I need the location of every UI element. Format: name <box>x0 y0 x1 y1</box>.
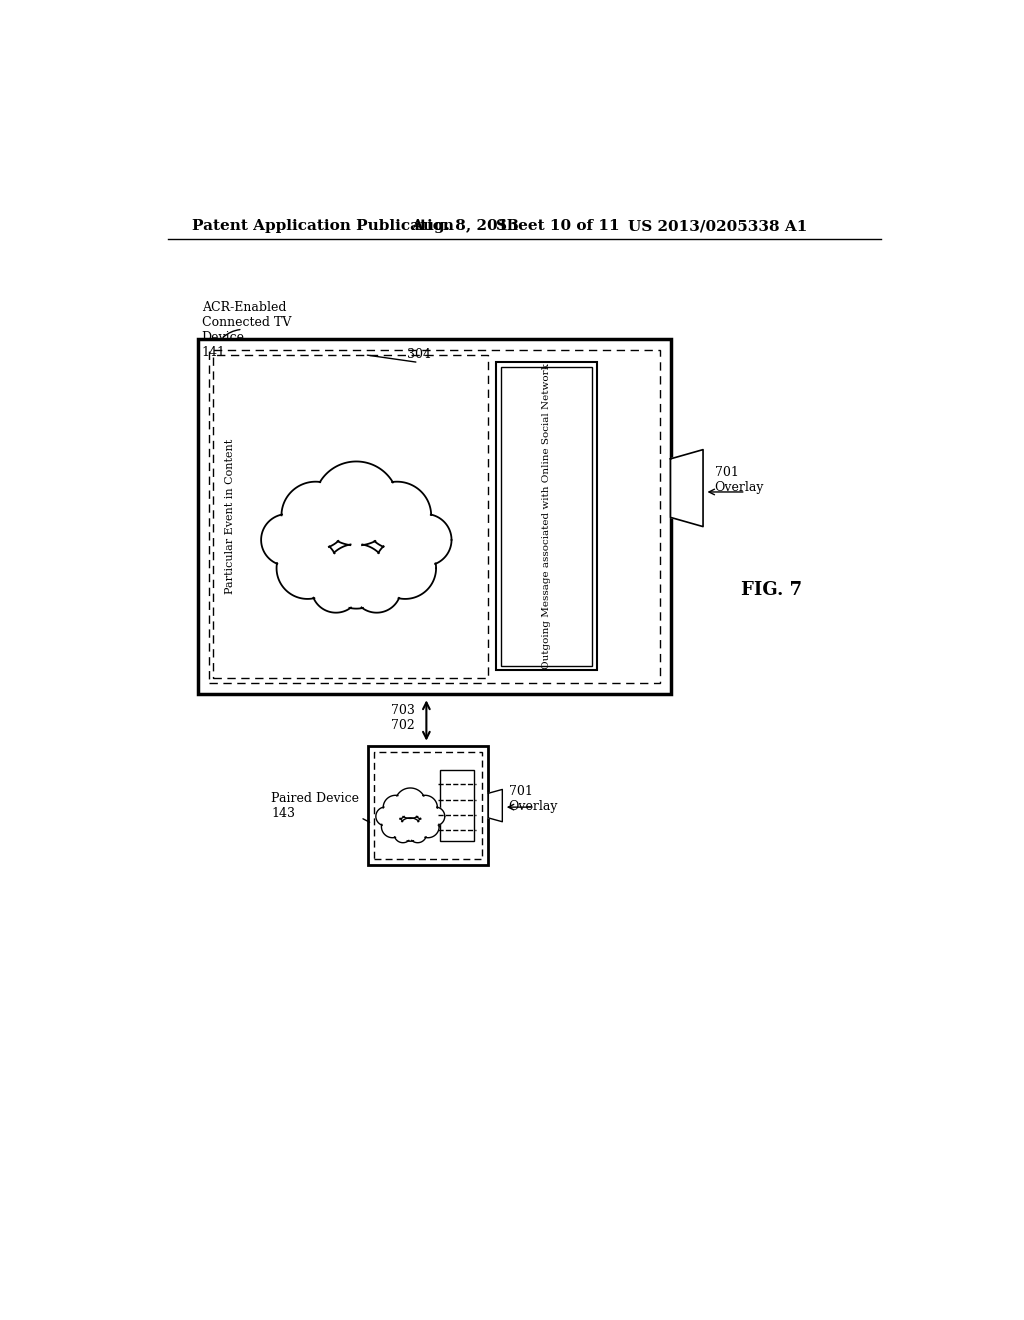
Text: 702: 702 <box>391 719 415 733</box>
Circle shape <box>426 807 444 826</box>
Circle shape <box>399 513 452 566</box>
Text: Paired Device
143: Paired Device 143 <box>271 792 359 820</box>
Circle shape <box>413 795 437 820</box>
Bar <box>209 350 659 682</box>
Circle shape <box>395 788 426 818</box>
Bar <box>440 770 474 841</box>
Text: Particular Event in Content: Particular Event in Content <box>225 438 236 594</box>
Bar <box>375 752 482 859</box>
Circle shape <box>314 462 398 545</box>
Text: Patent Application Publication: Patent Application Publication <box>193 219 455 234</box>
Circle shape <box>383 795 408 820</box>
Polygon shape <box>671 450 703 527</box>
Circle shape <box>394 825 412 842</box>
Circle shape <box>381 816 403 838</box>
Circle shape <box>376 807 394 826</box>
Circle shape <box>324 544 389 609</box>
Text: 701
Overlay: 701 Overlay <box>509 785 558 813</box>
Circle shape <box>409 825 426 842</box>
Bar <box>198 339 671 693</box>
Bar <box>369 746 488 866</box>
Text: US 2013/0205338 A1: US 2013/0205338 A1 <box>628 219 807 234</box>
Circle shape <box>417 816 439 838</box>
Bar <box>496 363 597 671</box>
Bar <box>213 355 488 678</box>
Text: 701
Overlay: 701 Overlay <box>715 466 764 495</box>
Bar <box>501 367 592 665</box>
Circle shape <box>261 513 313 566</box>
Circle shape <box>276 537 338 599</box>
Circle shape <box>362 482 431 549</box>
Circle shape <box>311 564 360 612</box>
Text: Sheet 10 of 11: Sheet 10 of 11 <box>496 219 620 234</box>
Text: ACR-Enabled
Connected TV
Device
141: ACR-Enabled Connected TV Device 141 <box>202 301 291 359</box>
Circle shape <box>352 564 401 612</box>
Text: Aug. 8, 2013: Aug. 8, 2013 <box>411 219 519 234</box>
Text: 304: 304 <box>407 348 431 362</box>
Circle shape <box>398 818 422 841</box>
Text: FIG. 7: FIG. 7 <box>740 581 802 598</box>
Circle shape <box>282 482 350 549</box>
Text: 703: 703 <box>391 704 415 717</box>
Circle shape <box>374 537 436 599</box>
Polygon shape <box>488 789 503 822</box>
Text: Outgoing Message associated with Online Social Network: Outgoing Message associated with Online … <box>542 363 551 669</box>
